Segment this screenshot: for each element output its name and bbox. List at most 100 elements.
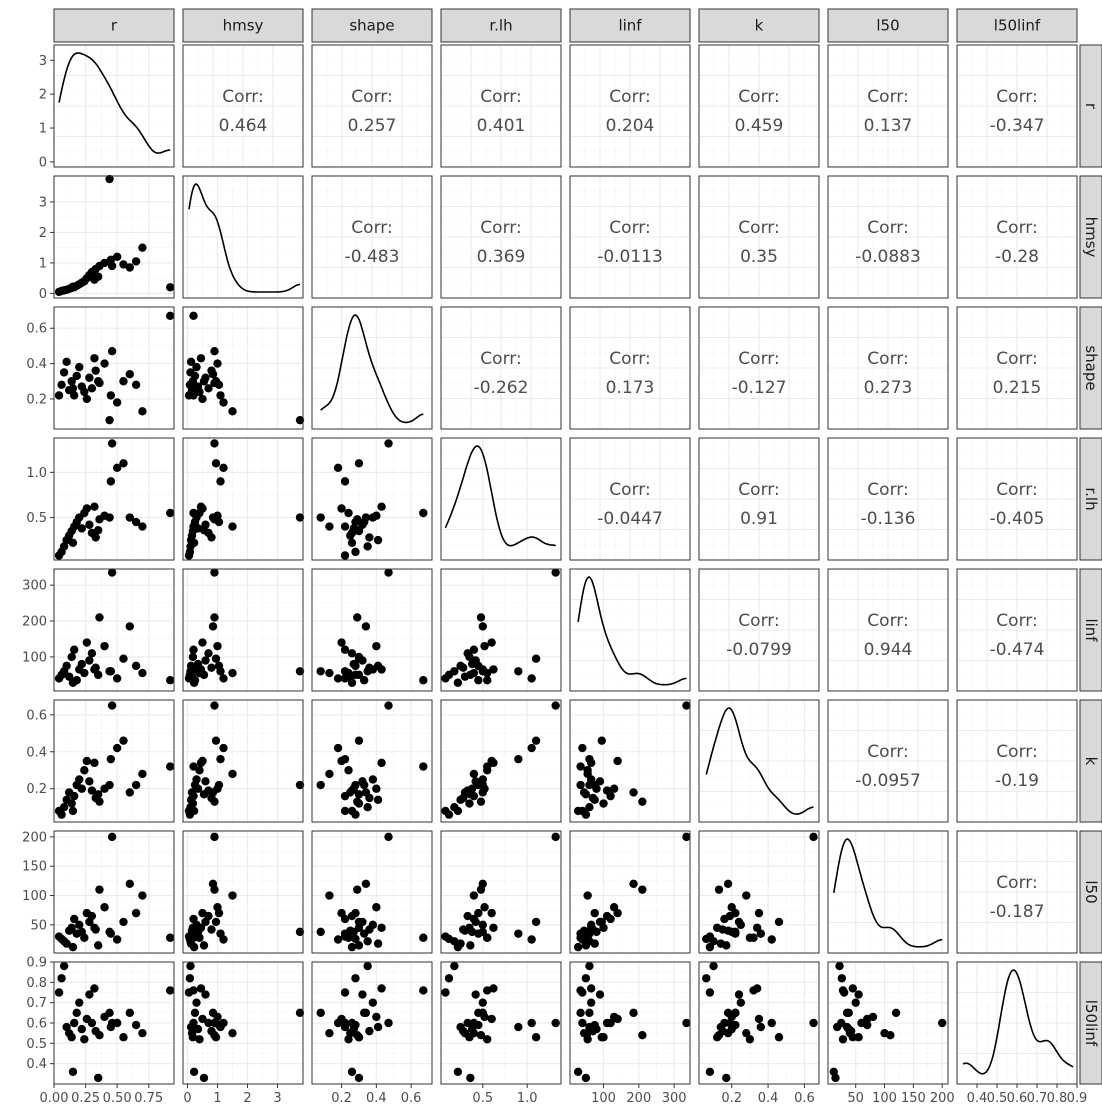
x-axis-hmsy: 0 1 2 3 [183, 1084, 282, 1106]
panel-grid-lines [53, 45, 174, 167]
y-axis-linf: 100 200 300 [22, 579, 54, 665]
x-tick-label: 100 [591, 1091, 616, 1106]
strip-background [182, 8, 304, 43]
point [714, 885, 724, 894]
panel-border [440, 44, 562, 168]
point [166, 508, 175, 518]
point [138, 243, 147, 252]
point [333, 1018, 343, 1028]
point [351, 934, 360, 944]
y-tick-label: 0 [39, 155, 47, 170]
point [609, 784, 619, 793]
point [880, 1028, 889, 1038]
point [210, 832, 219, 842]
point [450, 961, 459, 971]
point [219, 743, 228, 753]
x-tick-label: 0.4 [366, 1091, 387, 1106]
point [95, 613, 104, 622]
point [361, 1008, 371, 1018]
point [767, 1018, 776, 1028]
point [514, 667, 523, 676]
panel-grid-lines [957, 176, 1077, 298]
point [609, 903, 619, 912]
panel-linf-k: Corr: -0.0799 [698, 568, 820, 692]
corr-label: Corr: [996, 87, 1037, 107]
point [59, 961, 69, 971]
point [112, 935, 122, 944]
y-tick-label: 200 [22, 615, 47, 630]
x-axis-l50: 50 100 150 200 [847, 1084, 955, 1106]
point [295, 780, 305, 790]
point [629, 788, 638, 797]
panel-grid-lines [183, 438, 303, 560]
point [478, 879, 487, 888]
panel-grid-lines [441, 569, 561, 691]
panel-hmsy-hmsy [182, 175, 304, 299]
point [754, 1014, 764, 1024]
corr-label: Corr: [609, 480, 650, 500]
point [718, 925, 727, 934]
panel-border [827, 830, 949, 954]
point [583, 1028, 592, 1038]
point [478, 788, 487, 797]
point [196, 758, 206, 768]
point [193, 784, 203, 793]
panel-shape-l50linf: Corr: 0.215 [956, 306, 1078, 430]
y-tick-label: 0.6 [26, 1017, 47, 1032]
point [459, 793, 468, 803]
point [228, 1028, 237, 1038]
corr-label: Corr: [609, 218, 650, 238]
point [189, 762, 198, 771]
point [95, 885, 104, 894]
panel-border [827, 699, 949, 823]
point [198, 1014, 207, 1024]
point [514, 929, 523, 938]
panel-border [698, 175, 820, 299]
point [471, 917, 480, 927]
point [581, 810, 591, 819]
point [590, 908, 599, 918]
point [576, 780, 585, 790]
panel-border [698, 44, 820, 168]
point [752, 923, 762, 932]
y-tick-label: 3 [39, 195, 47, 210]
y-tick-label: 3 [39, 54, 47, 69]
point [188, 799, 198, 808]
point [189, 791, 198, 801]
point [419, 933, 428, 942]
corr-label: Corr: [480, 87, 521, 107]
panel-border [698, 699, 820, 823]
point [195, 933, 204, 942]
strip-right-r-lh: r.lh [1079, 437, 1102, 561]
point [131, 908, 141, 918]
y-tick-label: 0.4 [26, 357, 47, 372]
corr-value: -0.19 [995, 771, 1039, 791]
panel-linf-r-lh [440, 568, 562, 692]
point [848, 984, 858, 993]
point [190, 371, 200, 381]
point [189, 384, 199, 393]
point [337, 504, 346, 513]
corr-label: Corr: [738, 218, 779, 238]
corr-label: Corr: [996, 742, 1037, 762]
point [480, 903, 489, 912]
panel-shape-linf: Corr: 0.173 [569, 306, 691, 430]
point [476, 797, 486, 806]
panel-grid-lines [312, 307, 432, 429]
point [838, 986, 848, 995]
point [112, 743, 122, 753]
point [100, 641, 109, 651]
point [207, 663, 216, 672]
panel-grid-lines [828, 45, 948, 167]
point [107, 1018, 117, 1028]
point [87, 786, 97, 795]
panel-border [956, 699, 1078, 823]
point [351, 547, 360, 557]
point [354, 790, 364, 799]
panel-grid-lines [957, 438, 1077, 560]
point [77, 659, 86, 669]
point [682, 832, 691, 842]
panel-border [182, 437, 304, 561]
strip-background [1079, 830, 1102, 954]
point [131, 257, 141, 266]
